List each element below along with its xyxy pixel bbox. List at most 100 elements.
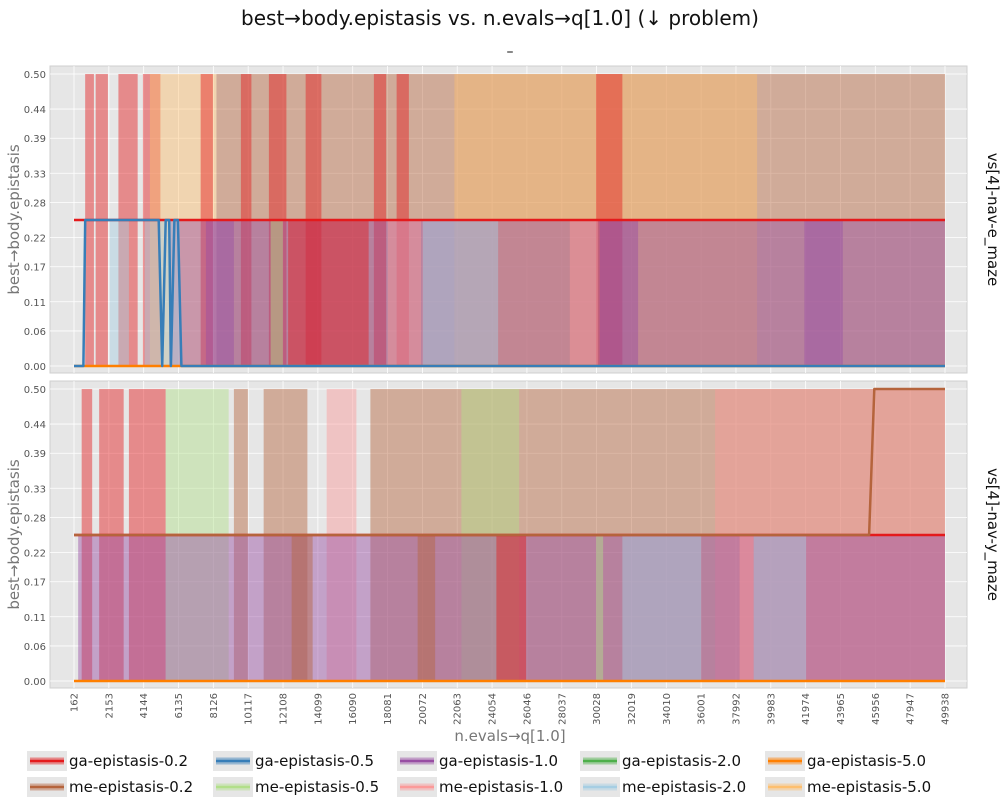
x-tick-label: 14099 bbox=[313, 693, 324, 725]
facet-label: vs[4]-nav-y_maze bbox=[983, 468, 1000, 601]
x-tick-label: 6135 bbox=[174, 693, 185, 718]
facet-label: vs[4]-nav-e_maze bbox=[983, 153, 1000, 287]
y-tick-label: 0.17 bbox=[24, 263, 46, 274]
band-me-epistasis-1.0 bbox=[739, 535, 754, 681]
band-ga-epistasis-1.0 bbox=[169, 220, 946, 366]
y-tick-label: 0.28 bbox=[24, 198, 46, 209]
y-tick-label: 0.06 bbox=[24, 327, 46, 338]
y-tick-labels: 0.00 0.06 0.11 0.17 0.22 0.28 0.33 0.39 0.44 0.50 bbox=[24, 70, 46, 373]
y-tick-label: 0.11 bbox=[24, 613, 46, 624]
y-tick-label: 0.39 bbox=[24, 134, 46, 145]
band-me-epistasis-2.0 bbox=[622, 535, 702, 681]
band-me-epistasis-0.2 bbox=[417, 535, 436, 681]
y-tick-label: 0.22 bbox=[24, 234, 46, 245]
band-ga-epistasis-1.0 bbox=[804, 220, 843, 366]
x-tick-label: 47947 bbox=[906, 693, 917, 725]
legend-item-ga-epistasis-0.2: ga-epistasis-0.2 bbox=[27, 751, 188, 771]
legend-item-me-epistasis-5.0: me-epistasis-5.0 bbox=[765, 777, 931, 797]
band-me-epistasis-2.0 bbox=[109, 220, 129, 366]
y-tick-label: 0.06 bbox=[24, 642, 46, 653]
band-ga-epistasis-1.0 bbox=[205, 220, 234, 366]
x-tick-label: 39983 bbox=[766, 693, 777, 725]
band-me-epistasis-2.0 bbox=[422, 220, 499, 366]
x-tick-label: 28037 bbox=[557, 693, 568, 725]
legend-label: me-epistasis-5.0 bbox=[807, 778, 931, 796]
y-axis-label: best→body.epistasis bbox=[5, 459, 23, 610]
legend-item-ga-epistasis-5.0: ga-epistasis-5.0 bbox=[765, 751, 926, 771]
x-tick-label: 10117 bbox=[244, 693, 255, 725]
panel-1: 0.00 0.06 0.11 0.17 0.22 0.28 0.33 0.39 0.44 0.50… bbox=[5, 65, 1000, 374]
legend-item-me-epistasis-0.2: me-epistasis-0.2 bbox=[27, 777, 193, 797]
line-ga-epistasis-0.5 bbox=[74, 218, 945, 368]
x-tick-label: 18081 bbox=[383, 693, 394, 725]
x-tick-label: 162 bbox=[70, 693, 81, 712]
x-tick-label: 22063 bbox=[453, 693, 464, 725]
legend-item-me-epistasis-0.5: me-epistasis-0.5 bbox=[213, 777, 379, 797]
legend-label: me-epistasis-1.0 bbox=[439, 778, 563, 796]
band-me-epistasis-1.0 bbox=[387, 220, 422, 366]
legend-label: me-epistasis-0.2 bbox=[69, 778, 193, 796]
legend-label: ga-epistasis-1.0 bbox=[439, 752, 558, 770]
legend-label: ga-epistasis-0.2 bbox=[69, 752, 188, 770]
y-axis-label: best→body.epistasis bbox=[5, 144, 23, 295]
band-ga-epistasis-0.2 bbox=[288, 220, 369, 366]
legend-item-ga-epistasis-1.0: ga-epistasis-1.0 bbox=[397, 751, 558, 771]
band-me-epistasis-0.5 bbox=[596, 535, 604, 681]
x-tick-label: 4144 bbox=[139, 693, 150, 718]
y-tick-label: 0.17 bbox=[24, 578, 46, 589]
median-lines bbox=[74, 218, 945, 368]
band-ga-epistasis-0.2 bbox=[496, 535, 527, 681]
legend-item-me-epistasis-1.0: me-epistasis-1.0 bbox=[397, 777, 563, 797]
x-tick-label: 34010 bbox=[662, 693, 673, 725]
band-ga-epistasis-1.0 bbox=[599, 220, 639, 366]
y-tick-label: 0.33 bbox=[24, 169, 46, 180]
legend-label: ga-epistasis-0.5 bbox=[255, 752, 374, 770]
y-tick-label: 0.11 bbox=[24, 298, 46, 309]
x-tick-label: 37992 bbox=[731, 693, 742, 725]
legend-item-ga-epistasis-2.0: ga-epistasis-2.0 bbox=[580, 751, 741, 771]
chart-title: best→body.epistasis vs. n.evals→q[1.0] (… bbox=[241, 6, 759, 30]
legend: ga-epistasis-0.2 ga-epistasis-0.5 ga-epist… bbox=[27, 751, 931, 797]
band-me-epistasis-1.0 bbox=[569, 220, 598, 366]
panel-2: 0.00 0.06 0.11 0.17 0.22 0.28 0.33 0.39 0.44 0.50… bbox=[5, 380, 1000, 689]
y-tick-label: 0.00 bbox=[24, 362, 46, 373]
legend-label: me-epistasis-2.0 bbox=[622, 778, 746, 796]
chart-subtitle: – bbox=[507, 44, 514, 60]
legend-label: ga-epistasis-5.0 bbox=[807, 752, 926, 770]
legend-item-me-epistasis-2.0: me-epistasis-2.0 bbox=[580, 777, 746, 797]
legend-label: me-epistasis-0.5 bbox=[255, 778, 379, 796]
x-tick-label: 49938 bbox=[941, 693, 952, 725]
legend-label: ga-epistasis-2.0 bbox=[622, 752, 741, 770]
band-ga-epistasis-1.0 bbox=[78, 535, 946, 681]
x-tick-label: 24054 bbox=[488, 693, 499, 725]
x-tick-label: 20072 bbox=[418, 693, 429, 725]
y-tick-label: 0.50 bbox=[24, 385, 46, 396]
y-tick-label: 0.44 bbox=[24, 420, 46, 431]
x-tick-label: 41974 bbox=[801, 693, 812, 725]
x-tick-label: 26046 bbox=[522, 693, 533, 725]
x-tick-label: 45956 bbox=[871, 693, 882, 725]
x-tick-label: 43965 bbox=[836, 693, 847, 725]
y-tick-label: 0.28 bbox=[24, 513, 46, 524]
y-tick-labels: 0.00 0.06 0.11 0.17 0.22 0.28 0.33 0.39 0.44 0.50 bbox=[24, 385, 46, 688]
x-tick-label: 12108 bbox=[279, 693, 290, 725]
line-me-epistasis-0.2 bbox=[74, 387, 945, 537]
legend-item-ga-epistasis-0.5: ga-epistasis-0.5 bbox=[213, 751, 374, 771]
x-tick-label: 32019 bbox=[627, 693, 638, 725]
x-axis-label: n.evals→q[1.0] bbox=[454, 727, 565, 745]
y-tick-label: 0.44 bbox=[24, 105, 46, 116]
x-tick-label: 2153 bbox=[104, 693, 115, 718]
x-tick-label: 30028 bbox=[592, 693, 603, 725]
x-tick-label: 16090 bbox=[348, 693, 359, 725]
y-tick-label: 0.00 bbox=[24, 677, 46, 688]
x-tick-label: 36001 bbox=[697, 693, 708, 725]
band-me-epistasis-2.0 bbox=[753, 535, 807, 681]
y-tick-label: 0.39 bbox=[24, 449, 46, 460]
x-tick-label: 8126 bbox=[209, 693, 220, 718]
panels-group: 0.00 0.06 0.11 0.17 0.22 0.28 0.33 0.39 0.44 0.50… bbox=[5, 65, 1000, 725]
y-tick-label: 0.22 bbox=[24, 549, 46, 560]
median-lines bbox=[74, 387, 945, 683]
band-me-epistasis-0.2 bbox=[291, 535, 313, 681]
band-me-epistasis-0.5 bbox=[270, 220, 283, 366]
